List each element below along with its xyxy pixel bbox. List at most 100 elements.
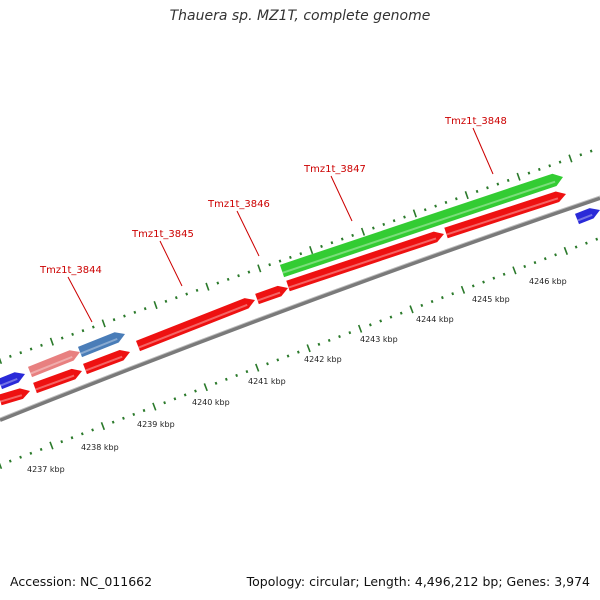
tick-mark — [185, 292, 189, 296]
tick-mark — [257, 264, 262, 273]
tick-mark — [403, 215, 406, 219]
tick-mark — [392, 219, 396, 223]
gene-arrow[interactable] — [0, 388, 30, 406]
tick-mark — [589, 149, 593, 153]
kbp-label: 4242 kbp — [304, 355, 342, 364]
gene-gloss — [80, 337, 118, 355]
kbp-label: 4239 kbp — [137, 420, 175, 429]
gene-arrow[interactable] — [83, 350, 130, 375]
tick-mark — [299, 252, 303, 256]
tick-mark — [309, 246, 314, 255]
gene-label-tmz1t-3844[interactable]: Tmz1t_3844 — [39, 265, 102, 276]
tick-mark — [574, 245, 578, 249]
gene-gloss — [446, 197, 559, 236]
gene-arrow-tmz1t-3847[interactable] — [279, 173, 563, 278]
tick-mark — [111, 420, 115, 424]
tick-mark — [368, 323, 372, 327]
tick-mark — [523, 264, 527, 269]
tick-mark — [502, 272, 506, 276]
gene-labels: Tmz1t_3844 Tmz1t_3845 Tmz1t_3846 Tmz1t_3… — [39, 116, 507, 323]
gene-gloss — [35, 374, 75, 391]
tick-mark — [409, 305, 414, 314]
tick-mark — [496, 182, 500, 186]
gene-label-leader — [236, 210, 260, 257]
gene-arrow-tmz1t-3844[interactable] — [27, 350, 80, 378]
tick-mark — [164, 299, 168, 303]
tick-mark — [153, 300, 158, 310]
tick-mark — [29, 347, 33, 351]
backbone-line — [0, 196, 600, 422]
tick-mark — [475, 189, 479, 193]
tick-mark — [235, 373, 239, 378]
tick-mark — [70, 436, 74, 440]
kbp-labels: 4237 kbp 4238 kbp 4239 kbp 4240 kbp 4241… — [27, 277, 567, 474]
tick-mark — [412, 209, 417, 218]
tick-mark — [289, 255, 292, 259]
tick-mark — [49, 337, 54, 346]
gene-label-tmz1t-3847[interactable]: Tmz1t_3847 — [303, 164, 366, 175]
backbone-highlight — [0, 195, 600, 419]
tick-mark — [19, 455, 22, 459]
tick-mark — [486, 186, 489, 190]
tick-mark — [423, 208, 427, 212]
tick-mark — [247, 270, 251, 274]
gene-arrow[interactable] — [286, 231, 444, 292]
tick-mark — [317, 342, 321, 346]
tick-mark — [512, 266, 517, 275]
tick-mark — [471, 284, 475, 288]
tick-mark — [441, 296, 444, 300]
tick-mark — [568, 154, 573, 163]
kbp-label: 4237 kbp — [27, 465, 65, 474]
tick-mark — [81, 329, 85, 333]
kbp-label: 4246 kbp — [529, 277, 567, 286]
gene-track — [0, 173, 600, 406]
tick-mark — [516, 172, 521, 181]
gene-arrow-tmz1t-3848[interactable] — [574, 208, 600, 225]
gene-gloss — [85, 355, 123, 372]
gene-arrow-tmz1t-3846[interactable] — [255, 285, 288, 305]
tick-mark — [372, 226, 375, 230]
tick-mark — [142, 408, 146, 413]
tick-mark — [8, 354, 12, 358]
tick-mark — [245, 370, 249, 374]
tick-mark — [585, 241, 588, 245]
tick-mark — [123, 314, 126, 318]
tick-mark — [327, 338, 331, 343]
kbp-label: 4240 kbp — [192, 398, 230, 407]
tick-mark — [460, 285, 466, 294]
tick-mark — [430, 299, 434, 304]
tick-mark — [101, 319, 106, 328]
tick-mark — [492, 276, 496, 280]
tick-mark — [340, 237, 344, 241]
tick-mark — [506, 178, 510, 182]
gene-label-leader — [330, 175, 353, 222]
gene-arrow[interactable] — [444, 191, 566, 239]
kbp-label: 4238 kbp — [81, 443, 119, 452]
tick-mark — [133, 310, 137, 314]
gene-gloss — [257, 291, 281, 302]
tick-mark — [174, 296, 178, 300]
tick-mark — [8, 459, 12, 463]
gene-label-tmz1t-3845[interactable]: Tmz1t_3845 — [131, 229, 194, 240]
gene-label-tmz1t-3848[interactable]: Tmz1t_3848 — [444, 116, 507, 127]
tick-mark — [173, 397, 177, 401]
tick-mark — [351, 233, 355, 237]
gene-arrow-tmz1t-3845[interactable] — [135, 298, 255, 352]
tick-mark — [382, 222, 386, 226]
gene-arrow[interactable] — [77, 332, 125, 358]
tick-marks — [0, 149, 599, 470]
tick-mark — [216, 281, 220, 285]
tick-mark — [29, 451, 33, 455]
tick-mark — [226, 277, 230, 281]
gene-gloss — [288, 237, 437, 289]
tick-mark — [338, 334, 341, 339]
tick-mark — [237, 274, 240, 278]
gene-label-leader — [159, 240, 183, 287]
tick-mark — [286, 354, 290, 358]
gene-label-tmz1t-3846[interactable]: Tmz1t_3846 — [207, 199, 270, 210]
gene-arrow[interactable] — [0, 372, 25, 390]
kbp-label: 4245 kbp — [472, 295, 510, 304]
tick-mark — [266, 362, 269, 366]
tick-mark — [203, 383, 208, 392]
gene-arrow[interactable] — [33, 368, 82, 394]
